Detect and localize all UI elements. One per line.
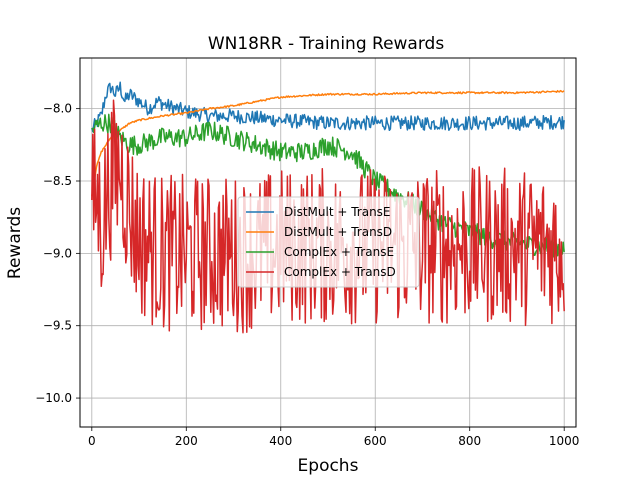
legend-label: ComplEx + TransD [284,265,396,279]
legend: DistMult + TransE DistMult + TransD ComplE… [237,196,420,288]
plot-frame [79,57,577,428]
x-tick-label: 600 [364,434,387,448]
y-tick-label: −8.0 [43,102,72,116]
legend-label: DistMult + TransD [284,225,392,239]
x-tick-label: 400 [269,434,292,448]
x-tick-label: 1000 [549,434,580,448]
y-tick-label: −9.5 [43,319,72,333]
x-tick-label: 200 [175,434,198,448]
x-axis: 0 200 400 600 800 1000 [88,427,579,448]
y-axis-label: Rewards [5,207,25,279]
series-line [91,81,565,133]
legend-label: DistMult + TransE [284,205,391,219]
y-axis: −10.0 −9.5 −9.0 −8.5 −8.0 [35,102,80,405]
x-axis-label: Epochs [298,456,359,476]
chart-title: WN18RR - Training Rewards [208,34,445,54]
x-tick-label: 0 [88,434,96,448]
x-tick-label: 800 [458,434,481,448]
y-tick-label: −9.0 [43,246,72,260]
legend-box [237,196,420,288]
series-line [91,89,565,197]
y-tick-label: −8.5 [43,174,72,188]
y-tick-label: −10.0 [35,391,72,405]
legend-label: ComplEx + TransE [284,245,394,259]
